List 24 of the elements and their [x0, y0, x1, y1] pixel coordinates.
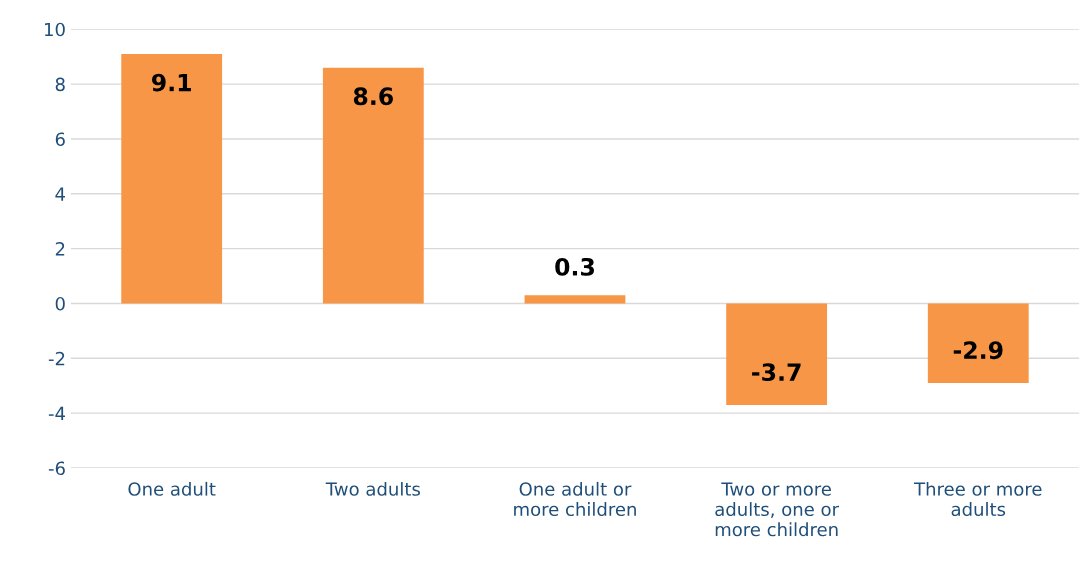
x-tick-label: One adult or more children: [514, 481, 636, 517]
data-label: -3.7: [752, 363, 801, 382]
x-tick-label: Two or more adults, one or more children: [715, 482, 839, 537]
bar: [322, 67, 424, 304]
data-label: 8.6: [353, 87, 393, 106]
x-tick-label: Three or more adults: [914, 481, 1042, 517]
y-tick-label: 2: [55, 242, 65, 256]
bar: [726, 303, 828, 405]
data-label: -2.9: [953, 341, 1003, 360]
y-tick-label: 4: [55, 187, 65, 201]
x-tick-label: Two adults: [325, 481, 420, 496]
y-tick-label: -6: [48, 461, 65, 476]
data-label: 9.1: [151, 73, 191, 92]
y-tick-label: 8: [55, 77, 65, 92]
data-label: 0.3: [555, 257, 595, 276]
bar: [524, 295, 626, 304]
bar: [927, 303, 1029, 383]
y-tick-label: -4: [48, 406, 65, 421]
y-tick-label: 10: [45, 22, 65, 37]
bar: [121, 53, 223, 304]
x-tick-label: One adult: [128, 481, 216, 496]
y-tick-label: -2: [48, 351, 65, 366]
y-tick-label: 0: [55, 296, 65, 311]
y-tick-label: 6: [55, 132, 65, 147]
